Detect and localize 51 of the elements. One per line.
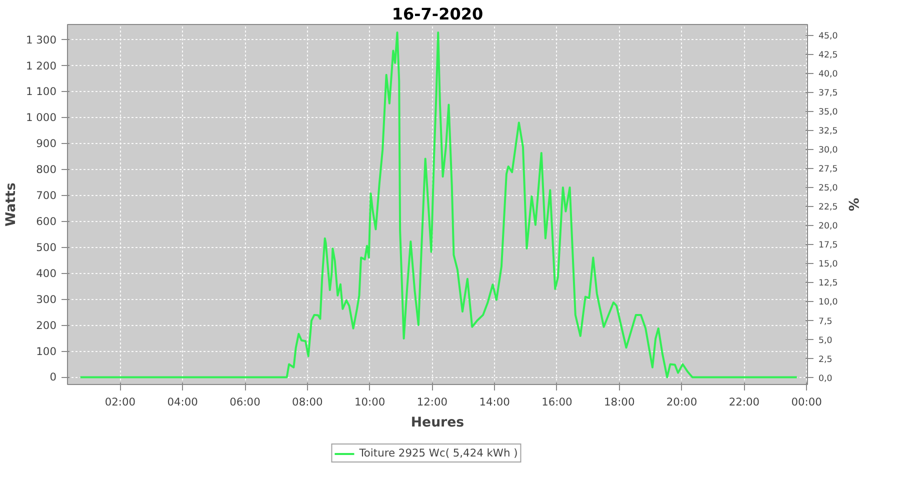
legend-label: Toiture 2925 Wc( 5,424 kWh ) <box>359 446 518 460</box>
y-tick-label: 200 <box>36 318 57 332</box>
y-tick-label: 1 300 <box>26 33 57 46</box>
y2-tick-label: 15,0 <box>818 260 838 270</box>
x-tick-label: 06:00 <box>230 396 261 408</box>
y-tick-label: 1 200 <box>26 59 57 72</box>
x-tick-label: 08:00 <box>292 396 323 408</box>
y2-axis-title: % <box>844 198 860 212</box>
y2-tick-label: 40,0 <box>818 70 838 80</box>
x-tick-label: 22:00 <box>728 396 760 408</box>
y2-tick-label: 7,5 <box>818 316 832 327</box>
x-tick-label: 02:00 <box>104 396 136 408</box>
y-tick-label: 500 <box>36 240 57 254</box>
line-series <box>79 32 798 378</box>
x-axis-title: Heures <box>410 416 464 430</box>
y2-tick-label: 45,0 <box>818 32 838 42</box>
y-tick-label: 1 000 <box>26 111 57 124</box>
y2-tick-label: 30,0 <box>818 146 838 156</box>
y-axis-title: Watts <box>4 182 19 226</box>
y-tick-label: 300 <box>36 292 57 306</box>
y2-tick-label: 10,0 <box>818 298 838 308</box>
x-tick-label: 14:00 <box>479 396 510 408</box>
x-tick-label: 20:00 <box>666 396 698 408</box>
y2-tick-label: 32,5 <box>818 126 838 137</box>
y2-tick-label: 0,0 <box>818 374 832 384</box>
y-tick-label: 1 100 <box>26 85 57 98</box>
y2-tick-label: 25,0 <box>818 184 838 194</box>
x-tick-label: 12:00 <box>416 396 448 408</box>
y2-tick-label: 5,0 <box>818 336 832 346</box>
x-tick-label: 10:00 <box>354 396 386 408</box>
y2-tick-label: 20,0 <box>818 222 838 232</box>
y2-tick-label: 2,5 <box>818 354 832 365</box>
y2-tick-label: 12,5 <box>818 278 838 289</box>
y2-tick-label: 17,5 <box>818 240 838 251</box>
y-tick-label: 400 <box>36 266 57 280</box>
y-tick-label: 700 <box>36 189 57 202</box>
x-tick-label: 04:00 <box>167 396 198 408</box>
y2-tick-label: 27,5 <box>818 164 838 175</box>
x-tick-label: 00:00 <box>791 396 822 408</box>
y-tick-label: 0 <box>50 370 57 384</box>
y2-tick-label: 35,0 <box>818 108 838 118</box>
y-tick-label: 900 <box>36 137 57 150</box>
chart-title: 16-7-2020 <box>392 4 484 24</box>
y2-tick-label: 42,5 <box>818 50 838 61</box>
x-tick-label: 16:00 <box>542 396 573 408</box>
y-tick-label: 600 <box>36 215 57 228</box>
y2-tick-label: 22,5 <box>818 202 838 213</box>
y2-tick-label: 37,5 <box>818 88 838 99</box>
y-tick-label: 800 <box>36 163 57 176</box>
x-tick-label: 18:00 <box>604 396 635 408</box>
y-tick-label: 100 <box>36 344 57 358</box>
